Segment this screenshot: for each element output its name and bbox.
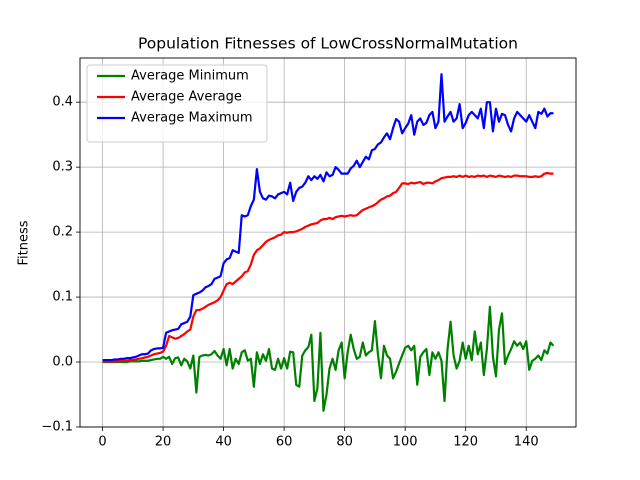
x-tick-label: 40 <box>215 435 232 450</box>
legend-box <box>86 64 268 143</box>
y-tick-label: 0.2 <box>52 225 73 240</box>
series-line <box>102 73 554 362</box>
x-tick-label: 120 <box>453 435 478 450</box>
plot-frame <box>79 57 577 428</box>
y-tick-label: 0.1 <box>52 290 73 305</box>
legend-label: Average Average <box>131 90 242 105</box>
legend-label: Average Maximum <box>131 111 253 126</box>
series-line <box>102 305 555 412</box>
x-tick-label: 60 <box>276 435 293 450</box>
x-tick-label: 80 <box>336 435 353 450</box>
y-tick-label: −0.1 <box>41 420 73 435</box>
y-axis-label: Fitness <box>17 220 32 265</box>
x-tick-label: 0 <box>98 435 106 450</box>
y-tick-label: 0.3 <box>52 160 73 175</box>
legend-label: Average Minimum <box>131 69 249 84</box>
chart-title: Population Fitnesses of LowCrossNormalMu… <box>138 35 518 53</box>
series-line <box>102 171 554 363</box>
y-tick-label: 0.0 <box>52 355 73 370</box>
x-tick-label: 20 <box>155 435 172 450</box>
y-tick-label: 0.4 <box>52 95 73 110</box>
x-tick-label: 100 <box>393 435 418 450</box>
x-tick-label: 140 <box>514 435 539 450</box>
